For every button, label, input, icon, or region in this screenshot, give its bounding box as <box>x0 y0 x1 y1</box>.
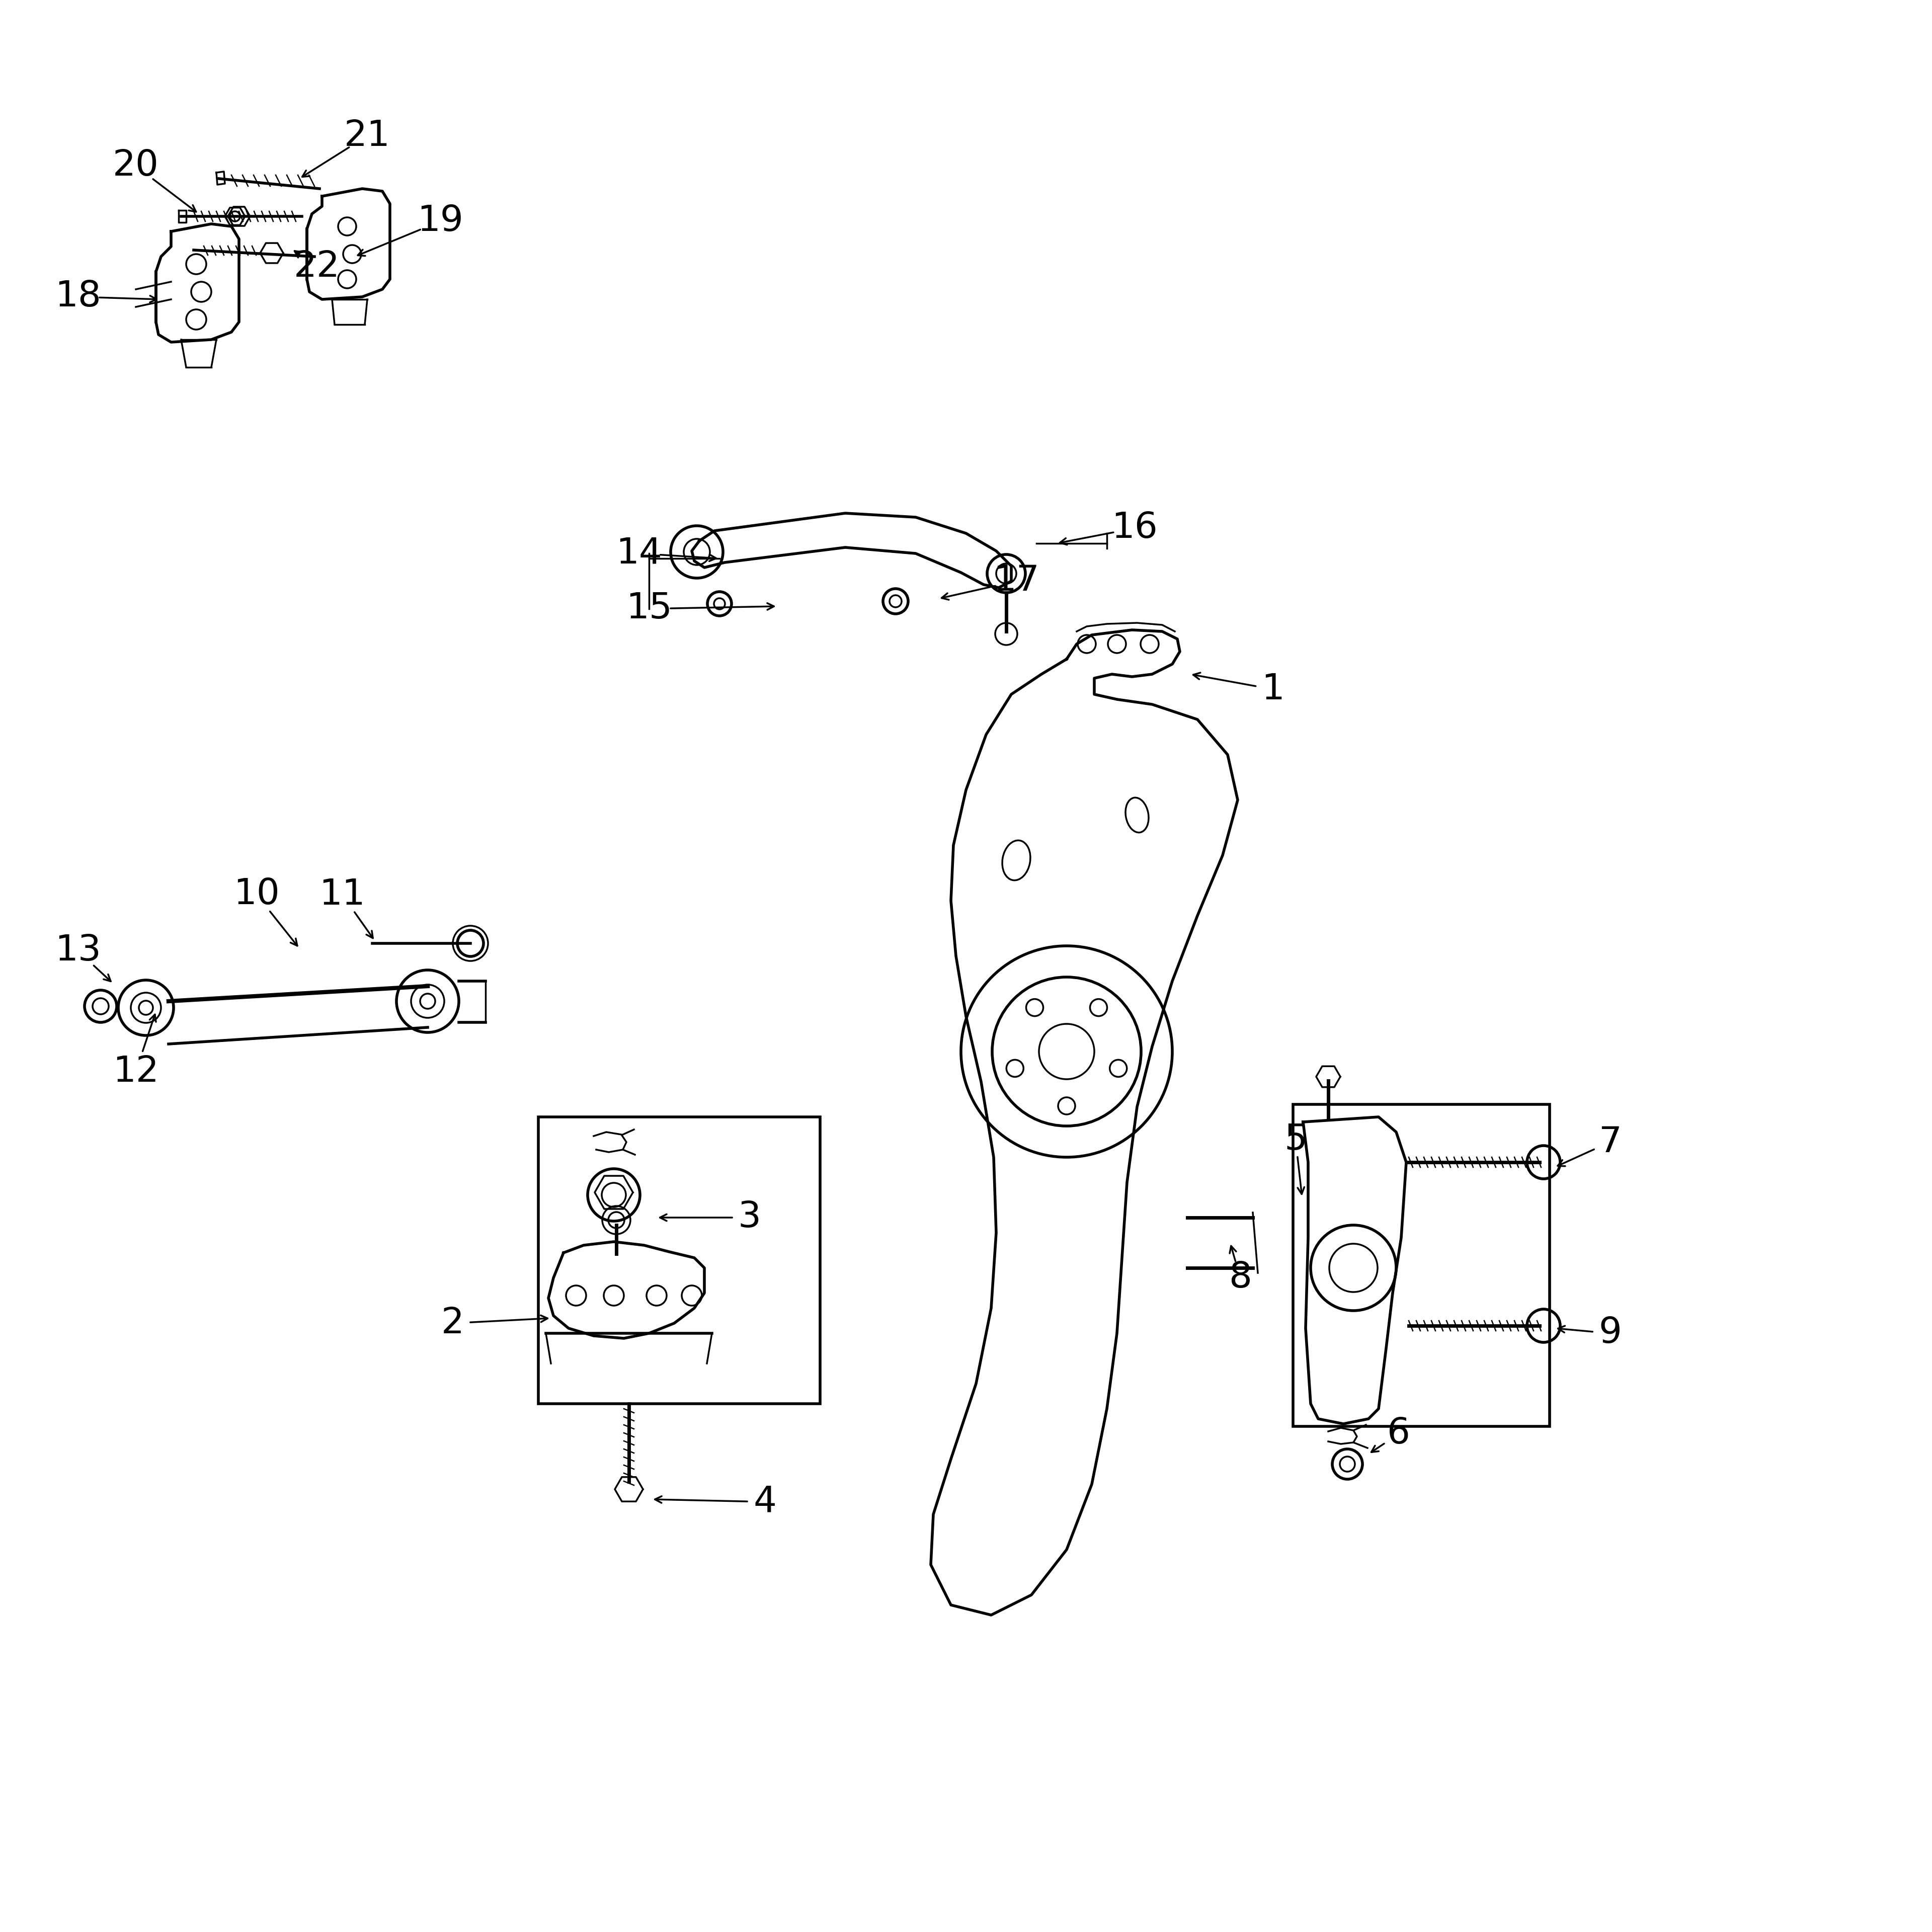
Text: 1: 1 <box>1262 672 1285 707</box>
Text: 6: 6 <box>1387 1416 1410 1451</box>
Text: 14: 14 <box>616 535 663 570</box>
Text: 19: 19 <box>417 205 464 240</box>
Text: 11: 11 <box>319 877 365 912</box>
Text: 5: 5 <box>1285 1122 1308 1157</box>
Text: 20: 20 <box>112 149 158 184</box>
Text: 15: 15 <box>626 591 672 626</box>
Text: 22: 22 <box>294 249 340 284</box>
Bar <box>539 1117 819 1405</box>
Text: 2: 2 <box>440 1306 464 1341</box>
Text: 13: 13 <box>54 933 100 968</box>
Text: 17: 17 <box>993 564 1039 599</box>
Text: 16: 16 <box>1111 510 1157 545</box>
Text: 7: 7 <box>1598 1124 1621 1159</box>
Text: 4: 4 <box>753 1484 777 1519</box>
Text: 9: 9 <box>1598 1316 1621 1350</box>
Text: 18: 18 <box>54 280 100 315</box>
Text: 3: 3 <box>738 1200 761 1235</box>
Text: 10: 10 <box>234 877 280 912</box>
Text: 21: 21 <box>344 118 390 153</box>
Text: 8: 8 <box>1229 1260 1252 1294</box>
Bar <box>1293 1105 1549 1426</box>
Text: 12: 12 <box>112 1055 158 1090</box>
